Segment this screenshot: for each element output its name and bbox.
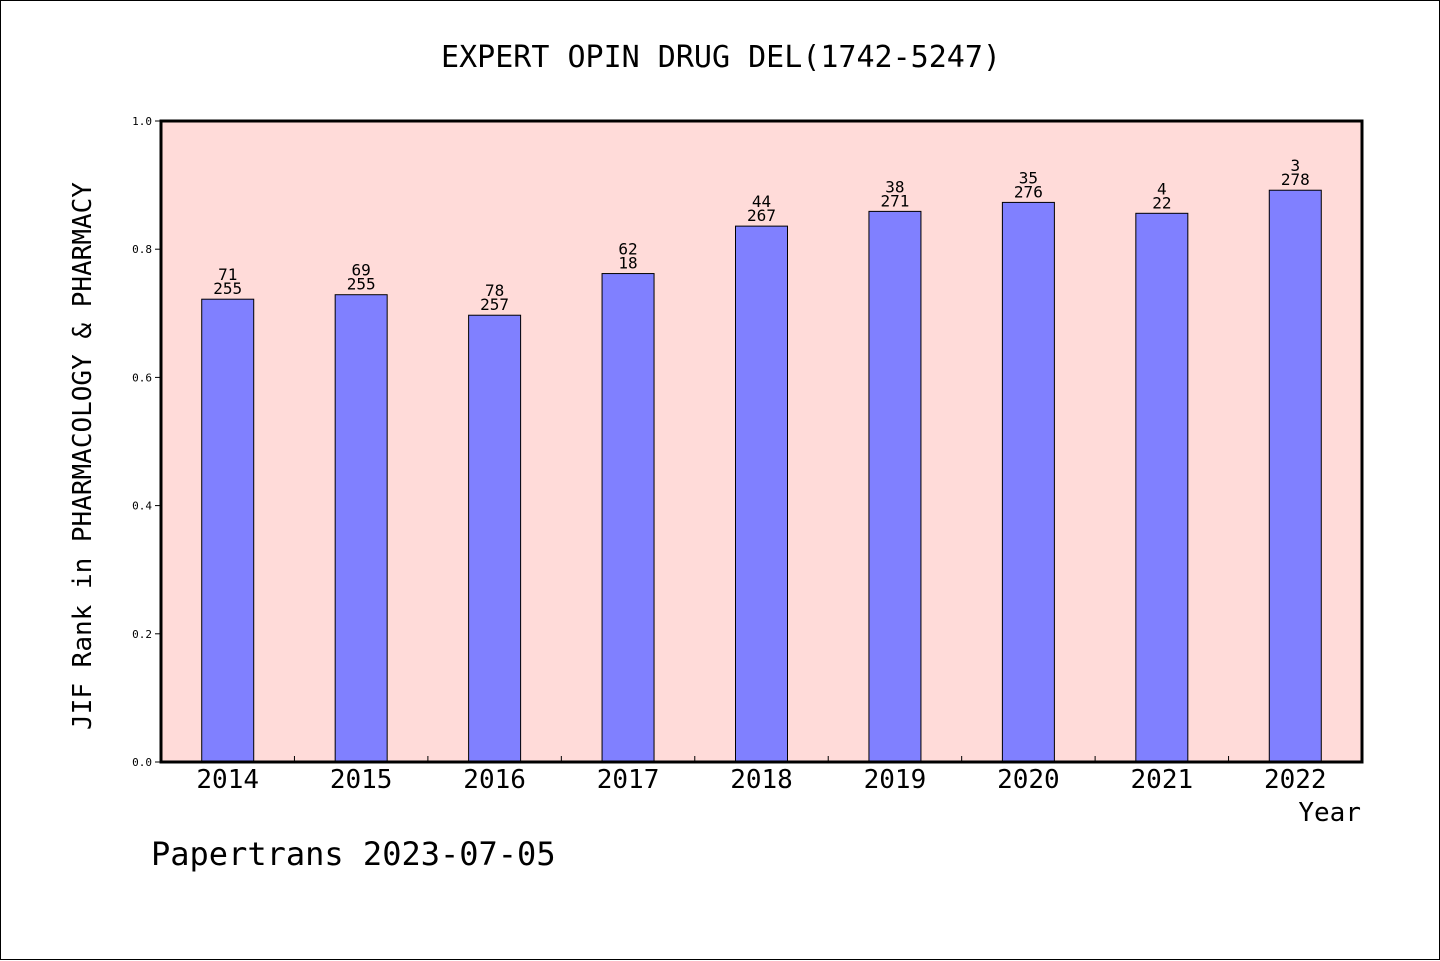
y-tick-label: 1.0 [132,115,152,128]
footer-credit: Papertrans 2023-07-05 [151,835,556,873]
x-tick-label: 2014 [196,765,259,795]
bar-rank-label: 78 [485,281,504,300]
bar-total-label: 255 [347,275,376,294]
bar-rank-label: 69 [352,261,371,280]
x-tick-label: 2018 [730,765,793,795]
y-tick-label: 0.8 [132,243,152,256]
bar-rank-label: 62 [618,240,637,259]
bar-total-label: 22 [1152,193,1171,212]
x-tick-label: 2016 [463,765,526,795]
bar-rank-label: 4 [1157,179,1167,198]
bar-total-label: 278 [1281,170,1310,189]
x-tick-label: 2017 [597,765,660,795]
y-axis-label: JIF Rank in PHARMACOLOGY & PHARMACY [68,182,98,730]
y-ticks-group: 0.0 0.2 0.4 0.6 0.8 1.0 [132,115,161,769]
bar-total-label: 276 [1014,182,1043,201]
bar-rank-label: 3 [1290,156,1300,175]
x-tick-label: 2019 [864,765,927,795]
bar-rank-label: 35 [1019,168,1038,187]
y-tick-label: 0.0 [132,756,152,769]
bar-total-label: 271 [880,191,909,210]
bar-rank-label: 44 [752,192,771,211]
bar-2015 [334,294,388,763]
y-tick-label: 0.4 [132,500,152,513]
plot-border [159,119,1364,764]
y-tick-label: 0.6 [132,371,152,384]
bar-2017 [601,273,655,763]
bar-2016 [468,314,522,763]
x-axis-label: Year [1298,798,1361,828]
bar-total-label: 255 [213,279,242,298]
bar-2019 [868,210,922,763]
bar-2014 [201,298,255,763]
x-tick-label: 2020 [997,765,1060,795]
bar-2018 [735,225,788,763]
bars-group [201,189,1322,763]
bar-total-label: 18 [618,254,637,273]
chart-title: EXPERT OPIN DRUG DEL(1742-5247) [441,40,1001,75]
x-ticks-group: 2014 2015 2016 2017 2018 2019 2020 2021 2022 [196,756,1327,795]
bar-2022 [1268,189,1322,763]
y-tick-label: 0.2 [132,628,152,641]
x-tick-label: 2015 [330,765,393,795]
bar-rank-label: 38 [885,177,904,196]
bar-total-label: 257 [480,295,509,314]
bar-rank-label: 71 [218,265,237,284]
bar-total-label: 267 [747,206,776,225]
bar-2020 [1001,201,1055,763]
x-tick-label: 2022 [1264,765,1327,795]
bar-2021 [1135,212,1189,763]
x-tick-label: 2021 [1131,765,1194,795]
